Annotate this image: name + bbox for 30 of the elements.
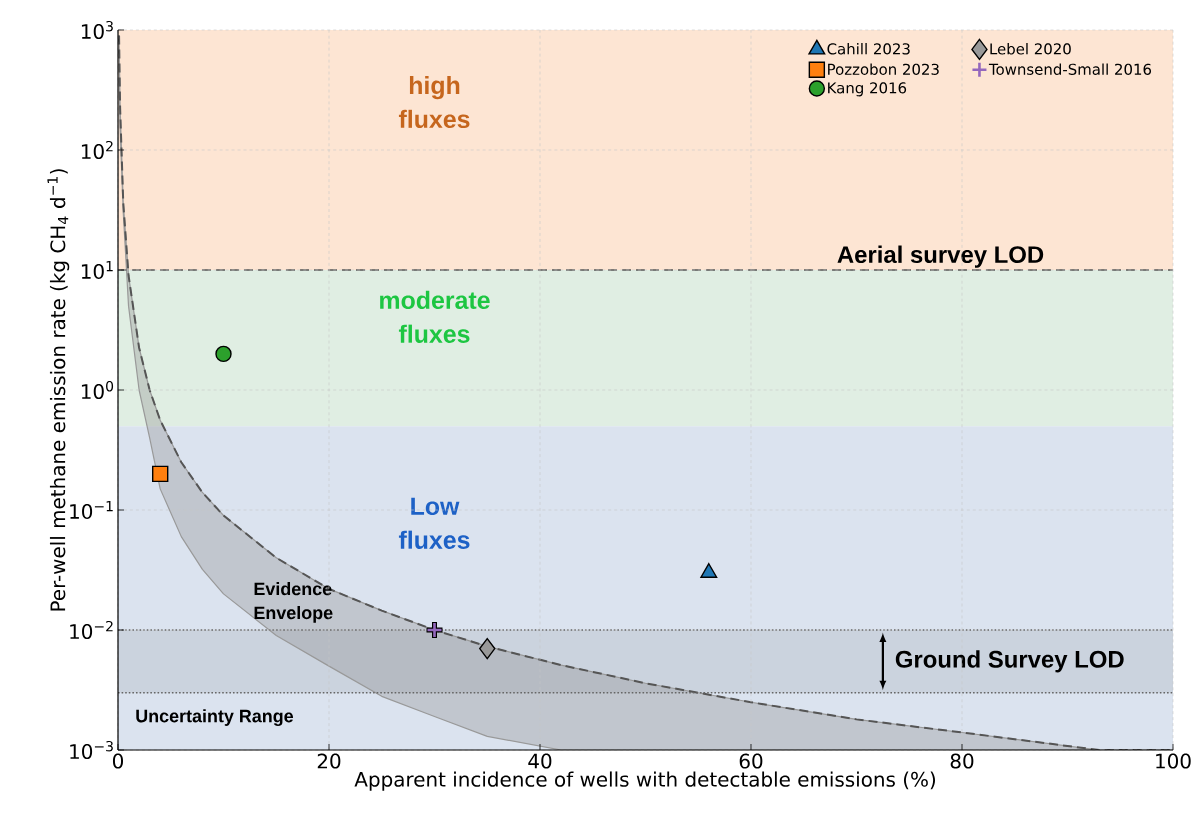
legend-label: Cahill 2023 — [827, 42, 910, 55]
band-label: Ground Survey LOD — [895, 650, 1124, 673]
legend-label: Kang 2016 — [828, 82, 907, 97]
y-tick-label: 10$^{−1}$ — [70, 501, 113, 519]
x-axis-title: Apparent incidence of wells with detectable emissions (%) — [354, 771, 936, 791]
x-tick-label: 80 — [950, 753, 974, 769]
y-tick-label: 10$^{1}$ — [81, 261, 113, 279]
y-axis-title: Per-well methane emission rate (kg CH$_{4}$ d$^{−1}$) — [47, 169, 70, 611]
point — [152, 465, 169, 483]
y-tick-label: 10$^{−3}$ — [70, 740, 113, 760]
band-label: Low fluxes — [398, 497, 470, 549]
annotation: Evidence Envelope — [254, 582, 333, 623]
annotation: Uncertainty Range — [136, 709, 294, 726]
point — [479, 637, 496, 660]
y-tick-label: 10$^{2}$ — [81, 140, 113, 160]
x-tick-label: 40 — [528, 753, 552, 769]
ref-line-label: Aerial survey LOD — [837, 245, 1044, 268]
point — [215, 345, 232, 363]
band-label: high fluxes — [398, 75, 470, 129]
y-tick-label: 10$^{3}$ — [81, 20, 113, 40]
legend-label: Lebel 2020 — [990, 42, 1071, 55]
legend-label: Pozzobon 2023 — [828, 63, 939, 75]
band-label: moderate fluxes — [380, 290, 490, 343]
x-tick-label: 0 — [112, 753, 124, 769]
x-tick-label: 20 — [317, 753, 341, 769]
y-tick-label: 10$^{−2}$ — [70, 620, 113, 640]
y-tick-label: 10$^{0}$ — [81, 380, 114, 400]
x-tick-label: 60 — [739, 753, 763, 769]
legend-label: Townsend-Small 2016 — [988, 63, 1152, 75]
x-tick-label: 100 — [1156, 753, 1191, 769]
